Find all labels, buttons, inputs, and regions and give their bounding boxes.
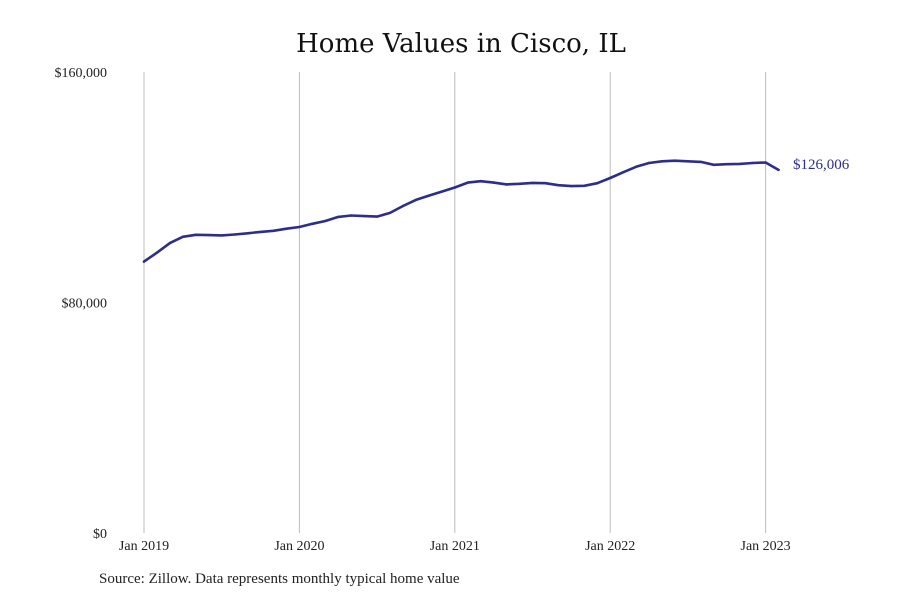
x-axis-ticks: Jan 2019 Jan 2020 Jan 2021 Jan 2022 Jan 2023: [119, 539, 791, 554]
last-value-label: $126,006: [793, 157, 850, 173]
data-points: [142, 159, 780, 263]
data-point-2022-05: [660, 160, 664, 163]
data-point-2020-09: [401, 204, 405, 208]
data-point-2021-07: [531, 181, 534, 185]
data-point-2021-11: [583, 184, 586, 187]
data-point-2021-02: [466, 181, 469, 184]
data-point-2021-04: [492, 181, 495, 184]
grid-lines: [143, 72, 767, 533]
data-point-2021-06: [518, 182, 521, 185]
x-tick-label: Jan 2022: [585, 539, 635, 554]
home-value-line: [142, 159, 780, 263]
y-tick-label: $80,000: [62, 297, 108, 312]
data-point-2019-02: [155, 251, 159, 254]
x-tick-label: Jan 2023: [741, 539, 791, 554]
data-point-2020-04: [337, 215, 340, 219]
data-point-2020-10: [414, 198, 418, 202]
y-tick-label: $160,000: [55, 66, 108, 81]
data-point-2020-02: [311, 222, 314, 225]
x-tick-label: Jan 2019: [119, 539, 169, 554]
source-note: Source: Zillow. Data represents monthly …: [99, 571, 460, 587]
x-tick-label: Jan 2020: [274, 539, 324, 554]
data-point-2019-04: [181, 235, 184, 238]
data-point-2021-08: [544, 182, 547, 185]
data-point-2020-11: [427, 194, 431, 197]
data-point-2019-05: [194, 233, 197, 236]
data-point-2022-06: [673, 159, 677, 162]
chart-title: Home Values in Cisco, IL: [296, 29, 626, 59]
data-point-2022-01: [609, 176, 612, 180]
data-point-2022-07: [686, 160, 690, 163]
data-point-2019-12: [285, 227, 288, 230]
y-axis-ticks: $0 $80,000 $160,000: [55, 66, 108, 542]
data-point-2019-09: [246, 232, 249, 235]
data-point-2020-07: [375, 215, 379, 218]
data-point-2019-07: [220, 234, 223, 237]
data-point-2021-01: [453, 186, 456, 189]
data-point-2022-03: [634, 165, 638, 168]
data-point-2019-08: [233, 233, 236, 236]
data-point-2022-02: [621, 171, 625, 174]
data-point-2020-05: [350, 214, 353, 217]
data-point-2020-08: [388, 211, 392, 215]
data-point-2021-12: [596, 182, 599, 185]
data-point-2023-01: [764, 161, 767, 164]
data-point-2022-10: [725, 163, 728, 166]
data-point-2022-08: [699, 160, 703, 164]
y-tick-label: $0: [93, 527, 107, 542]
data-point-2022-11: [738, 162, 741, 166]
data-point-2020-06: [362, 214, 366, 218]
data-point-2022-09: [712, 163, 715, 166]
data-point-2020-03: [324, 219, 327, 223]
data-point-2022-12: [751, 161, 754, 165]
data-point-2019-06: [207, 233, 210, 237]
data-point-2019-03: [168, 241, 172, 245]
data-point-2021-10: [570, 184, 573, 188]
x-tick-label: Jan 2021: [430, 539, 480, 554]
data-point-2021-09: [557, 184, 560, 187]
data-point-2022-04: [647, 161, 651, 165]
data-point-2020-01: [298, 225, 301, 229]
data-point-2019-01: [142, 260, 146, 263]
data-point-2023-02: [777, 168, 780, 172]
data-point-2019-11: [272, 229, 275, 232]
data-point-2019-10: [259, 230, 262, 234]
data-point-2021-03: [479, 180, 482, 183]
data-point-2021-05: [505, 183, 508, 186]
data-point-2020-12: [440, 190, 443, 193]
